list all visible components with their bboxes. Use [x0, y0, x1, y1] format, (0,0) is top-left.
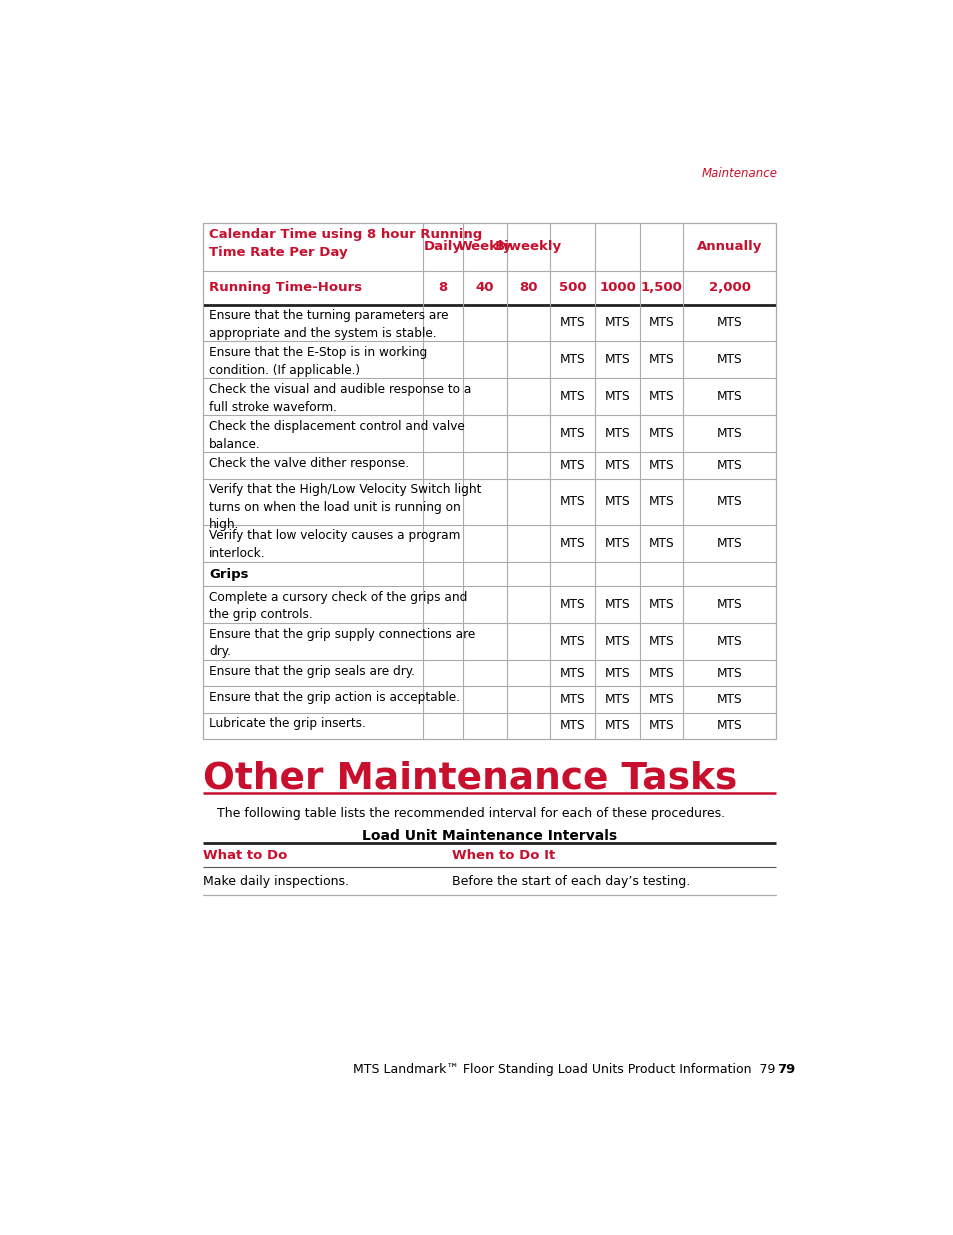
Text: 1000: 1000: [598, 282, 636, 294]
Text: MTS: MTS: [716, 353, 741, 367]
Text: MTS: MTS: [648, 353, 674, 367]
Text: Grips: Grips: [209, 568, 249, 580]
Text: MTS: MTS: [559, 316, 585, 330]
Text: Biweekly: Biweekly: [495, 241, 561, 253]
Text: MTS: MTS: [604, 316, 630, 330]
Text: 79: 79: [777, 1063, 795, 1077]
Text: Check the valve dither response.: Check the valve dither response.: [209, 457, 409, 471]
Text: MTS: MTS: [604, 693, 630, 706]
Text: MTS: MTS: [648, 693, 674, 706]
Text: MTS: MTS: [604, 353, 630, 367]
Text: MTS: MTS: [648, 316, 674, 330]
Text: MTS: MTS: [604, 390, 630, 404]
Text: MTS: MTS: [716, 537, 741, 550]
Text: 2,000: 2,000: [708, 282, 750, 294]
Text: MTS: MTS: [716, 635, 741, 648]
Text: MTS: MTS: [716, 693, 741, 706]
Text: Complete a cursory check of the grips and
the grip controls.: Complete a cursory check of the grips an…: [209, 592, 467, 621]
Text: MTS: MTS: [716, 316, 741, 330]
Text: MTS: MTS: [559, 598, 585, 611]
Text: MTS: MTS: [648, 390, 674, 404]
Text: MTS: MTS: [648, 537, 674, 550]
Text: Maintenance: Maintenance: [700, 167, 777, 179]
Text: MTS: MTS: [559, 427, 585, 441]
Text: MTS: MTS: [716, 667, 741, 679]
Text: MTS: MTS: [559, 459, 585, 472]
Text: MTS: MTS: [559, 537, 585, 550]
Text: Check the visual and audible response to a
full stroke waveform.: Check the visual and audible response to…: [209, 383, 471, 414]
Text: MTS: MTS: [716, 390, 741, 404]
Text: 500: 500: [558, 282, 586, 294]
Text: MTS: MTS: [716, 459, 741, 472]
Text: Daily: Daily: [424, 241, 461, 253]
Text: MTS: MTS: [604, 459, 630, 472]
Text: Load Unit Maintenance Intervals: Load Unit Maintenance Intervals: [361, 829, 617, 842]
Text: Lubricate the grip inserts.: Lubricate the grip inserts.: [209, 718, 366, 730]
Text: MTS: MTS: [648, 719, 674, 732]
Text: MTS: MTS: [559, 353, 585, 367]
Text: 80: 80: [518, 282, 537, 294]
Text: Calendar Time using 8 hour Running
Time Rate Per Day: Calendar Time using 8 hour Running Time …: [209, 228, 482, 259]
Text: Other Maintenance Tasks: Other Maintenance Tasks: [203, 761, 737, 797]
Text: 8: 8: [438, 282, 447, 294]
Text: Verify that the High/Low Velocity Switch light
turns on when the load unit is ru: Verify that the High/Low Velocity Switch…: [209, 483, 481, 531]
Text: MTS: MTS: [648, 427, 674, 441]
Text: 40: 40: [476, 282, 494, 294]
Text: MTS: MTS: [716, 427, 741, 441]
Text: 1,500: 1,500: [640, 282, 682, 294]
Text: MTS: MTS: [559, 719, 585, 732]
Text: MTS: MTS: [648, 667, 674, 679]
Text: MTS: MTS: [648, 635, 674, 648]
Text: Ensure that the grip supply connections are
dry.: Ensure that the grip supply connections …: [209, 627, 475, 658]
Text: MTS: MTS: [604, 495, 630, 508]
Text: Ensure that the E-Stop is in working
condition. (If applicable.): Ensure that the E-Stop is in working con…: [209, 346, 427, 377]
Text: What to Do: What to Do: [203, 848, 287, 862]
Text: Check the displacement control and valve
balance.: Check the displacement control and valve…: [209, 420, 464, 451]
Text: Before the start of each day’s testing.: Before the start of each day’s testing.: [452, 874, 690, 888]
Text: Ensure that the grip action is acceptable.: Ensure that the grip action is acceptabl…: [209, 692, 459, 704]
Text: MTS: MTS: [604, 598, 630, 611]
Text: MTS: MTS: [559, 495, 585, 508]
Text: Verify that low velocity causes a program
interlock.: Verify that low velocity causes a progra…: [209, 530, 460, 559]
Text: MTS: MTS: [604, 667, 630, 679]
Text: MTS: MTS: [604, 427, 630, 441]
Text: MTS: MTS: [559, 390, 585, 404]
Text: MTS: MTS: [648, 459, 674, 472]
Text: MTS: MTS: [559, 693, 585, 706]
Text: The following table lists the recommended interval for each of these procedures.: The following table lists the recommende…: [216, 808, 724, 820]
Text: MTS: MTS: [559, 635, 585, 648]
Text: MTS: MTS: [716, 495, 741, 508]
Text: Ensure that the turning parameters are
appropriate and the system is stable.: Ensure that the turning parameters are a…: [209, 309, 448, 340]
Text: MTS: MTS: [604, 537, 630, 550]
Text: MTS: MTS: [559, 667, 585, 679]
Text: Ensure that the grip seals are dry.: Ensure that the grip seals are dry.: [209, 664, 415, 678]
Text: MTS: MTS: [648, 495, 674, 508]
Text: MTS: MTS: [604, 635, 630, 648]
Text: MTS: MTS: [648, 598, 674, 611]
Text: MTS: MTS: [716, 598, 741, 611]
Text: Make daily inspections.: Make daily inspections.: [203, 874, 349, 888]
Text: Weekly: Weekly: [457, 241, 512, 253]
Text: MTS: MTS: [604, 719, 630, 732]
Text: MTS: MTS: [716, 719, 741, 732]
Bar: [203, 222, 775, 739]
Text: When to Do It: When to Do It: [452, 848, 556, 862]
Text: Annually: Annually: [696, 241, 761, 253]
Text: MTS Landmark™ Floor Standing Load Units Product Information  79: MTS Landmark™ Floor Standing Load Units …: [353, 1063, 775, 1077]
Text: Running Time-Hours: Running Time-Hours: [209, 282, 362, 294]
